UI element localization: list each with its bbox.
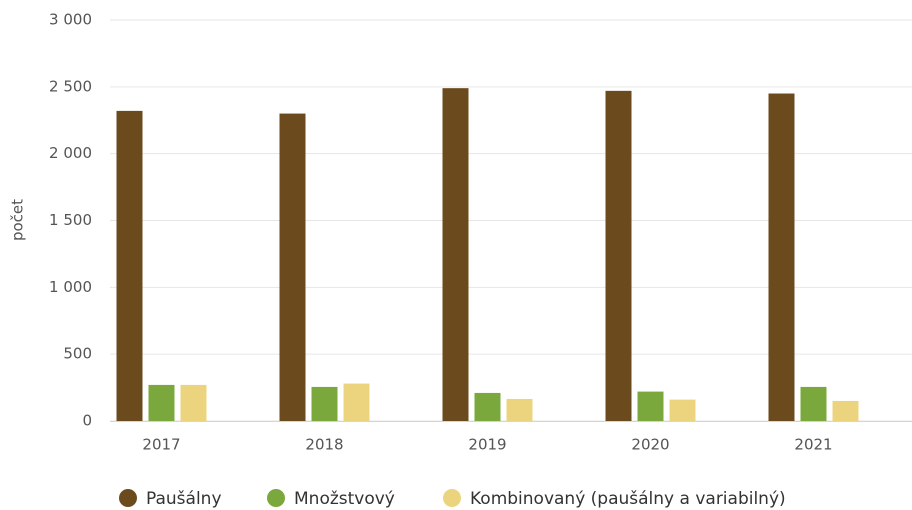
bar xyxy=(116,110,143,421)
y-tick-label: 1 000 xyxy=(49,278,92,296)
bar xyxy=(442,88,469,422)
y-tick-label: 1 500 xyxy=(49,211,92,229)
x-tick-label: 2018 xyxy=(305,436,343,454)
y-tick-label: 3 000 xyxy=(49,11,92,29)
bar xyxy=(605,90,632,422)
legend-label: Paušálny xyxy=(146,489,222,509)
y-tick-label: 2 000 xyxy=(49,144,92,162)
bar xyxy=(343,383,370,421)
bar xyxy=(832,400,859,421)
legend-marker xyxy=(119,489,137,507)
legend-marker xyxy=(267,489,285,507)
bar xyxy=(506,398,533,421)
bar xyxy=(279,113,306,422)
x-tick-label: 2020 xyxy=(631,436,669,454)
bar xyxy=(180,384,207,421)
bar xyxy=(148,384,175,421)
bar xyxy=(311,386,338,421)
bar xyxy=(474,392,501,421)
legend-label: Množstvový xyxy=(294,489,395,509)
x-tick-label: 2019 xyxy=(468,436,506,454)
y-tick-label: 2 500 xyxy=(49,77,92,95)
legend-label: Kombinovaný (paušálny a variabilný) xyxy=(470,489,786,509)
x-tick-label: 2021 xyxy=(794,436,832,454)
bar xyxy=(800,386,827,421)
bar xyxy=(768,93,795,422)
legend-marker xyxy=(443,489,461,507)
bar xyxy=(637,391,664,421)
x-tick-label: 2017 xyxy=(142,436,180,454)
y-axis-label: počet xyxy=(9,199,27,241)
bar xyxy=(669,399,696,421)
y-tick-label: 0 xyxy=(82,412,92,430)
y-tick-label: 500 xyxy=(63,345,92,363)
